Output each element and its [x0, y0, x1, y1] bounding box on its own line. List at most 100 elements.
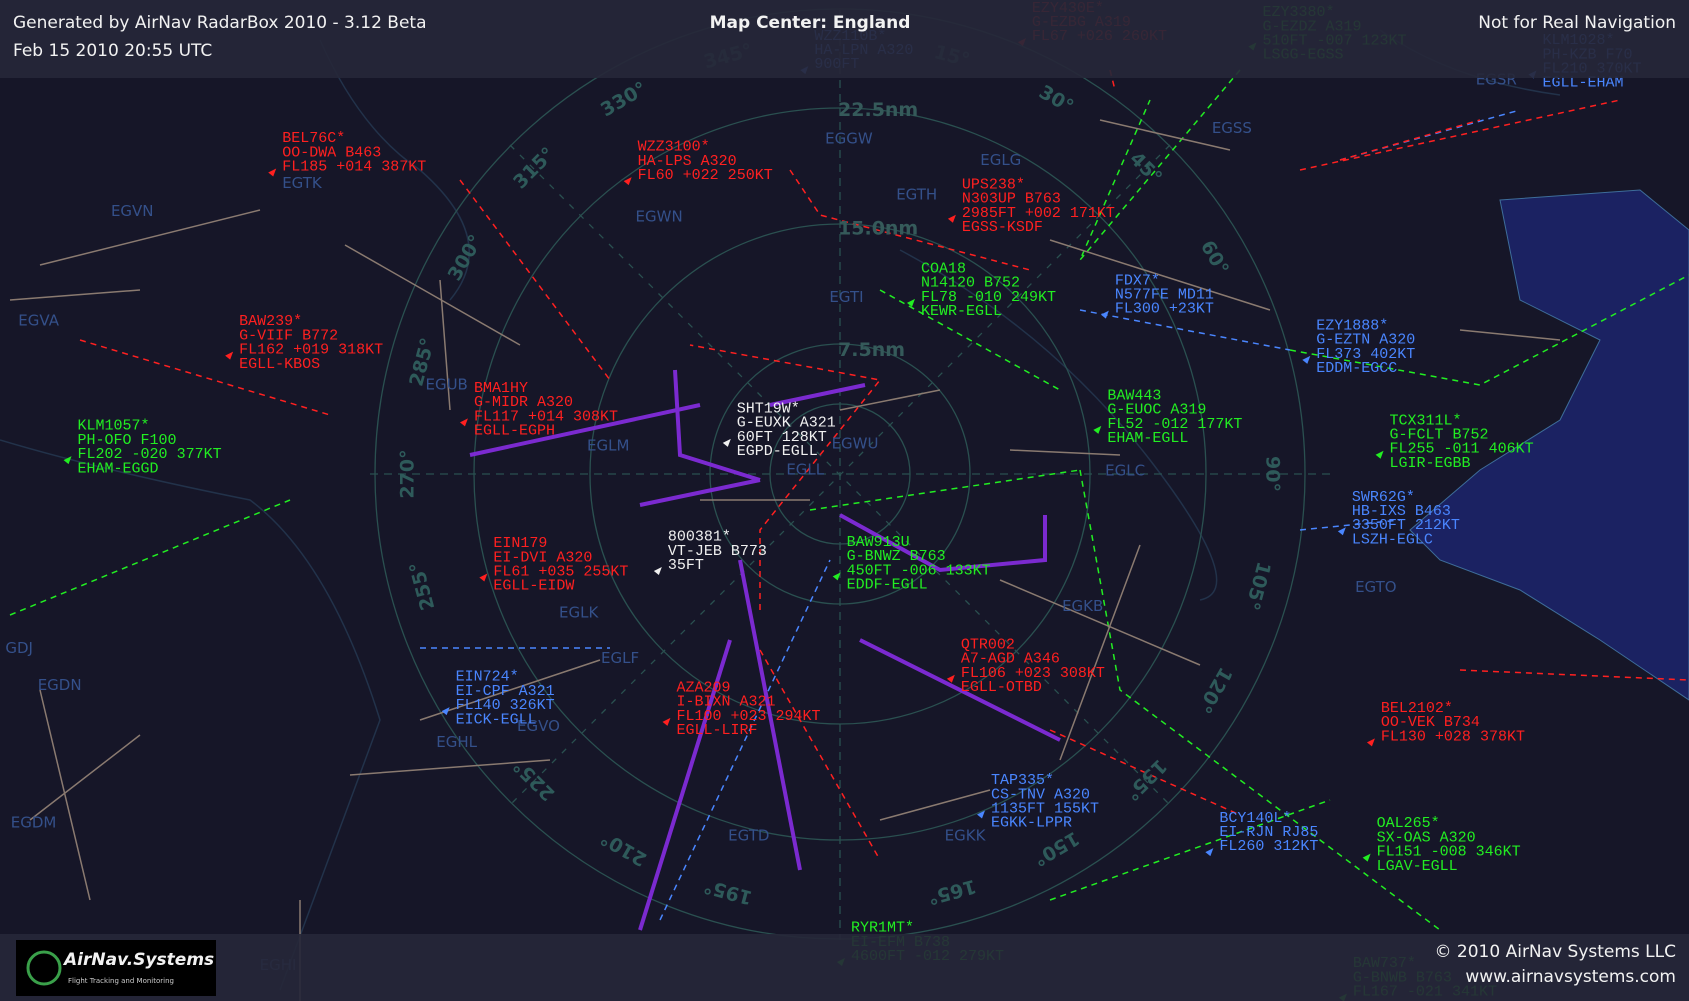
aircraft-label: SHT19W*: [737, 400, 800, 417]
airport-label: GDJ: [5, 639, 33, 657]
aircraft-label: G-EUOC A319: [1107, 402, 1206, 419]
tracks: [9, 69, 1689, 931]
aircraft-label: BAW443: [1107, 388, 1161, 405]
aircraft-label: EGLL-KBOS: [239, 356, 320, 373]
aircraft-label: WZZ3100*: [638, 139, 710, 156]
aircraft-label: EICK-EGLL: [456, 711, 537, 728]
aircraft-label: EHAM-EGLL: [1107, 430, 1188, 447]
airport-label: EGTH: [896, 186, 937, 204]
airport-label: EGTK: [282, 174, 323, 192]
aircraft-label: LSZH-EGLC: [1352, 531, 1433, 548]
aircraft-label: 3350FT 212KT: [1352, 517, 1460, 534]
airport-label: EGWN: [636, 207, 683, 225]
aircraft-symbol: [662, 717, 671, 726]
aircraft-label: COA18: [921, 260, 966, 277]
aircraft-label: FDX7*: [1115, 272, 1160, 289]
aircraft-symbol: [1362, 853, 1371, 862]
aircraft-label: SX-OAS A320: [1377, 829, 1476, 846]
range-label: 22.5nm: [838, 99, 918, 121]
aircraft-label: RYR1MT*: [851, 920, 914, 937]
map-center: Map Center: England: [710, 13, 911, 33]
aircraft-label: FL151 -008 346KT: [1377, 844, 1521, 861]
aircraft-label: TCX311L*: [1390, 412, 1462, 429]
aircraft-label: EIN724*: [456, 669, 519, 686]
range-rings: [370, 8, 1330, 940]
aircraft-label: AZA209: [676, 679, 730, 696]
airport-label: EGVO: [517, 717, 560, 735]
extended-centerlines: [9, 119, 1561, 1001]
airport-label: EGLK: [559, 604, 599, 622]
airport-label: EGLM: [587, 437, 629, 455]
aircraft-label: TAP335*: [991, 772, 1054, 789]
aircraft-label: UPS238*: [962, 176, 1025, 193]
aircraft-label: EDDF-EGLL: [847, 577, 928, 594]
aircraft-label: EDDM-EGCC: [1316, 360, 1397, 377]
logo-icon: [26, 950, 62, 986]
aircraft-label: EGLL-LIRF: [676, 722, 757, 739]
aircraft-label: EGPD-EGLL: [737, 443, 818, 460]
airport-label: EGGW: [825, 130, 873, 148]
airport-label: EGKK: [945, 827, 987, 845]
aircraft-label: FL260 312KT: [1219, 838, 1318, 855]
bearing-label: 90°: [1261, 456, 1283, 492]
aircraft-symbol: [1375, 450, 1384, 459]
aircraft-symbol: [1100, 310, 1109, 319]
aircraft-label: 2985FT +002 171KT: [962, 205, 1115, 222]
aircraft-label: BAW913U: [847, 534, 910, 551]
aircraft-label: BAW239*: [239, 313, 302, 330]
aircraft-label: N14120 B752: [921, 275, 1020, 292]
airport-label: EGDN: [38, 676, 82, 694]
aircraft-symbol: [946, 674, 955, 683]
airport-label: EGWU: [832, 435, 879, 453]
aircraft-label: EIN179: [493, 535, 547, 552]
airport-label: EGVN: [111, 202, 154, 220]
aircraft-symbol: [479, 573, 488, 582]
website: www.airnavsystems.com: [1465, 967, 1676, 987]
aircraft-label: FL140 326KT: [456, 697, 555, 714]
airport-label: EGLL: [786, 460, 824, 478]
aircraft-label: EGSS-KSDF: [962, 219, 1043, 236]
aircraft-label: KLM1057*: [78, 418, 150, 435]
aircraft-label: CS-TNV A320: [991, 786, 1090, 803]
aircraft-symbol: [1302, 355, 1311, 364]
aircraft-label: 1135FT 155KT: [991, 800, 1099, 817]
aircraft-label: G-MIDR A320: [474, 394, 573, 411]
aircraft-label: N577FE MD11: [1115, 286, 1214, 303]
aircraft-label: FL300 +23KT: [1115, 301, 1214, 318]
aircraft-symbol: [653, 567, 662, 576]
aircraft-symbol: [906, 298, 915, 307]
aircraft-label: FL117 +014 308KT: [474, 408, 618, 425]
aircraft-label: I-BIXN A321: [676, 694, 775, 711]
aircraft-label: EGLL-OTBD: [961, 679, 1042, 696]
airport-label: EGDM: [11, 814, 57, 832]
aircraft-label: BEL2102*: [1381, 700, 1453, 717]
aircraft-symbol: [976, 810, 985, 819]
aircraft-label: QTR002: [961, 636, 1015, 653]
airport-label: EGSS: [1212, 119, 1252, 137]
aircraft-label: FL78 -010 249KT: [921, 289, 1056, 306]
aircraft-symbol: [1337, 527, 1346, 536]
aircraft-symbol: [832, 572, 841, 581]
aircraft-label: G-FCLT B752: [1390, 427, 1489, 444]
aircraft-symbol: [1205, 848, 1214, 857]
copyright: © 2010 AirNav Systems LLC: [1435, 942, 1676, 962]
range-label: 15.0nm: [838, 217, 918, 239]
aircraft-label: 35FT: [668, 557, 704, 574]
aircraft-label: SWR62G*: [1352, 489, 1415, 506]
aircraft-label: FL130 +028 378KT: [1381, 728, 1525, 745]
aircraft-label: A7-AGD A346: [961, 651, 1060, 668]
aircraft-label: EHAM-EGGD: [78, 460, 159, 477]
logo-tagline: Flight Tracking and Monitoring: [68, 977, 174, 985]
aircraft-label: G-VIIF B772: [239, 327, 338, 344]
aircraft-symbol: [722, 438, 731, 447]
airport-label: EGLC: [1105, 461, 1145, 479]
aircraft-label: FL100 +023 294KT: [676, 708, 820, 725]
aircraft-label: EGLL-EHAM: [1543, 75, 1624, 92]
aircraft-label: EGKK-LPPR: [991, 815, 1072, 832]
aircraft-label: KEWR-EGLL: [921, 303, 1002, 320]
aircraft-label: BEL76C*: [282, 130, 345, 147]
header-bar: [0, 0, 1689, 78]
aircraft-symbol: [459, 418, 468, 427]
airport-label: EGLG: [980, 151, 1021, 169]
aircraft-label: HA-LPS A320: [638, 153, 737, 170]
